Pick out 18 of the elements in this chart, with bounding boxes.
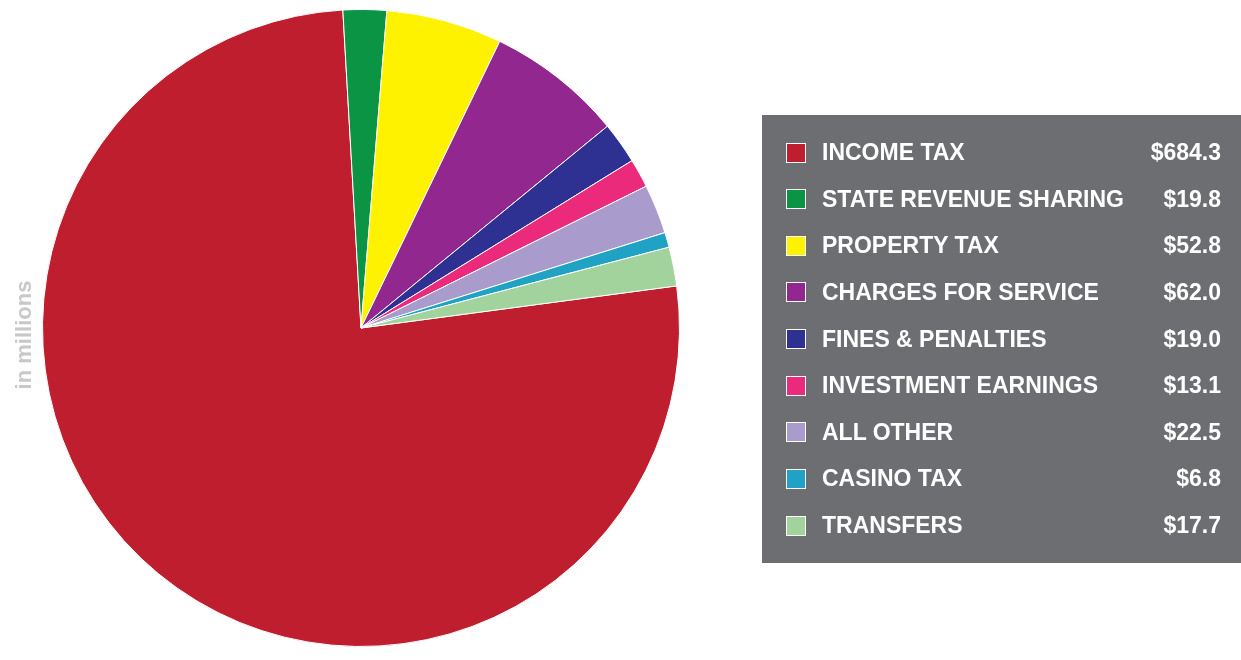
legend-label: ALL OTHER	[822, 418, 955, 446]
legend-label: CHARGES FOR SERVICE	[822, 278, 1100, 306]
legend-label: FINES & PENALTIES	[822, 325, 1048, 353]
legend-label: PROPERTY TAX	[822, 232, 1000, 260]
legend-label: INCOME TAX	[822, 139, 966, 166]
legend-label: CASINO TAX	[822, 465, 964, 493]
data-label: $6.8	[1176, 465, 1221, 493]
data-label: $684.3	[1150, 139, 1221, 166]
data-label: $17.7	[1163, 512, 1221, 539]
data-label: $52.8	[1163, 232, 1221, 260]
data-label: $19.0	[1163, 325, 1221, 353]
data-label: $19.8	[1163, 185, 1221, 213]
data-label: $13.1	[1163, 372, 1221, 400]
legend-label: INVESTMENT EARNINGS	[822, 372, 1100, 400]
data-label: $22.5	[1163, 418, 1221, 446]
legend-label: STATE REVENUE SHARING	[822, 185, 1125, 213]
data-label: $62.0	[1163, 278, 1221, 306]
legend-label: TRANSFERS	[822, 512, 964, 539]
